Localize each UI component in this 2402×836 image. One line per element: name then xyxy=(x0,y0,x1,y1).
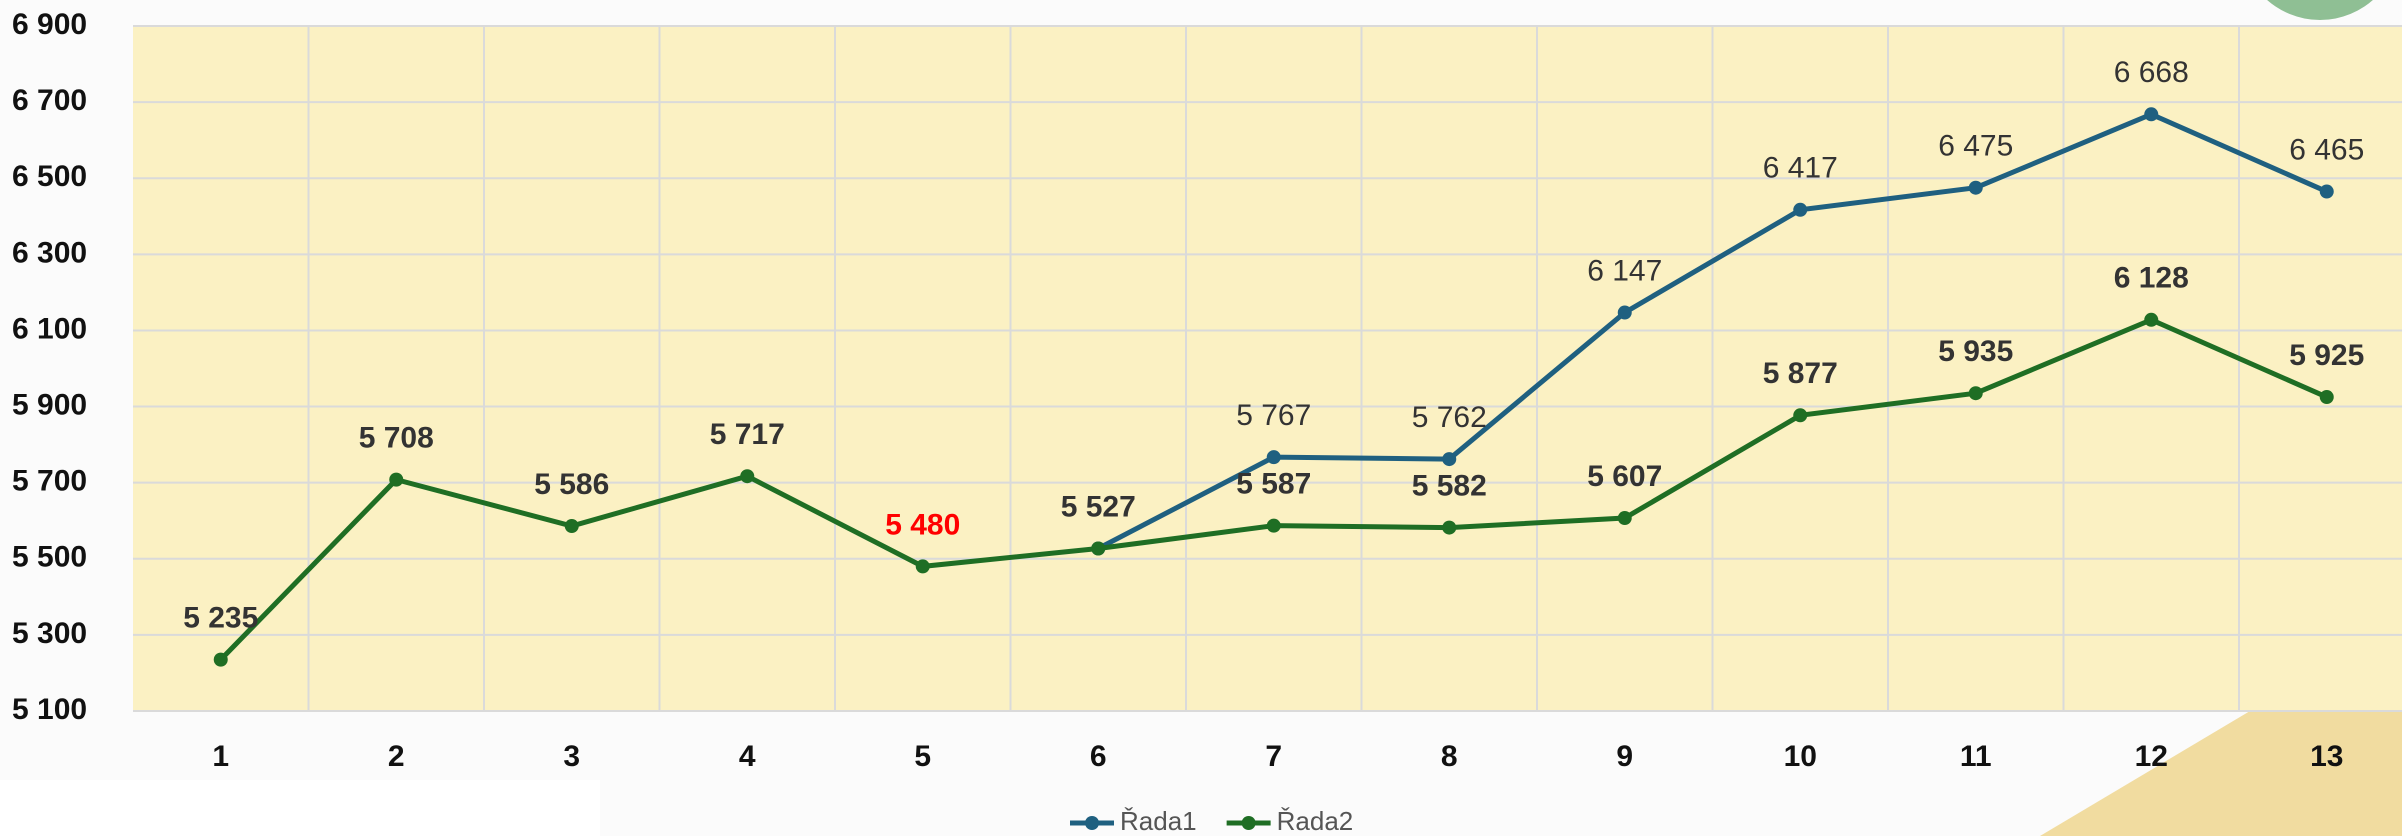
y-tick-label: 6 300 xyxy=(12,236,87,269)
data-label: 5 935 xyxy=(1938,335,2013,368)
x-tick-label: 8 xyxy=(1441,740,1458,773)
point xyxy=(214,653,228,667)
data-label: 6 668 xyxy=(2114,56,2189,89)
data-label: 5 717 xyxy=(710,418,785,451)
point xyxy=(1793,408,1807,422)
x-tick-label: 13 xyxy=(2310,740,2343,773)
plot-area xyxy=(133,26,2402,711)
point xyxy=(2144,107,2158,121)
y-tick-label: 6 100 xyxy=(12,312,87,345)
point xyxy=(565,519,579,533)
data-label: 5 925 xyxy=(2289,339,2364,372)
data-label: 5 877 xyxy=(1763,357,1838,390)
decor-circle xyxy=(2240,0,2400,20)
x-tick-label: 7 xyxy=(1265,740,1282,773)
x-tick-label: 12 xyxy=(2135,740,2168,773)
point xyxy=(2320,185,2334,199)
data-label: 5 607 xyxy=(1587,460,1662,493)
data-label: 5 708 xyxy=(359,422,434,455)
data-label: 5 767 xyxy=(1236,399,1311,432)
x-tick-label: 4 xyxy=(739,740,756,773)
point xyxy=(2320,390,2334,404)
data-label: 6 128 xyxy=(2114,262,2189,295)
point xyxy=(1267,519,1281,533)
data-label: 5 586 xyxy=(534,468,609,501)
y-tick-label: 5 300 xyxy=(12,617,87,650)
point xyxy=(1091,542,1105,556)
point xyxy=(2144,313,2158,327)
chart: 5 100 5 300 5 500 5 700 5 900 6 100 6 300 6 500… xyxy=(0,0,2402,836)
data-label: 5 762 xyxy=(1412,401,1487,434)
y-tick-label: 6 900 xyxy=(12,8,87,41)
legend-label: Řada2 xyxy=(1277,806,1354,836)
x-tick-label: 5 xyxy=(914,740,931,773)
x-tick-label: 6 xyxy=(1090,740,1107,773)
point xyxy=(740,469,754,483)
data-label: 5 480 xyxy=(885,508,960,541)
x-tick-label: 11 xyxy=(1960,740,1992,773)
y-tick-label: 5 500 xyxy=(12,541,87,574)
y-tick-label: 5 100 xyxy=(12,693,87,726)
legend-marker xyxy=(1085,816,1099,830)
data-label: 5 582 xyxy=(1412,469,1487,502)
point xyxy=(1267,450,1281,464)
data-label: 6 465 xyxy=(2289,133,2364,166)
x-tick-label: 2 xyxy=(388,740,405,773)
x-tick-label: 1 xyxy=(212,740,229,773)
point xyxy=(1618,511,1632,525)
data-label: 6 147 xyxy=(1587,254,1662,287)
data-label: 6 417 xyxy=(1763,152,1838,185)
point xyxy=(916,559,930,573)
x-tick-label: 9 xyxy=(1616,740,1633,773)
y-tick-label: 5 900 xyxy=(12,388,87,421)
point xyxy=(1793,203,1807,217)
x-tick-label: 10 xyxy=(1784,740,1817,773)
data-label: 6 475 xyxy=(1938,130,2013,163)
point xyxy=(1442,452,1456,466)
point xyxy=(1442,521,1456,535)
point xyxy=(389,473,403,487)
decor-box xyxy=(0,780,600,836)
point xyxy=(1969,386,1983,400)
data-label: 5 587 xyxy=(1236,468,1311,501)
data-label: 5 235 xyxy=(183,602,258,635)
legend-marker xyxy=(1242,816,1256,830)
x-tick-label: 3 xyxy=(563,740,580,773)
y-tick-label: 6 700 xyxy=(12,84,87,117)
point xyxy=(1969,181,1983,195)
decor-shape xyxy=(2040,711,2402,836)
legend-label: Řada1 xyxy=(1120,806,1197,836)
y-tick-label: 6 500 xyxy=(12,160,87,193)
y-tick-label: 5 700 xyxy=(12,465,87,498)
data-label: 5 527 xyxy=(1061,490,1136,523)
point xyxy=(1618,306,1632,320)
